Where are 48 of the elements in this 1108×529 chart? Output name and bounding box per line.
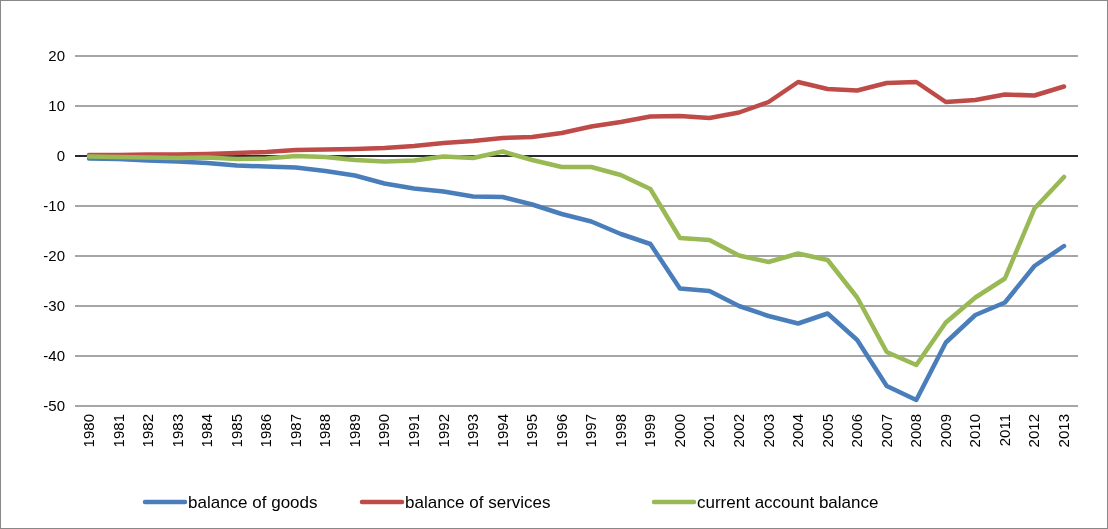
x-tick-label: 2001	[700, 414, 718, 448]
x-tick-label: 1983	[168, 414, 186, 448]
x-tick-label: 2012	[1025, 414, 1043, 448]
y-tick-label: -20	[43, 247, 65, 265]
x-tick-label: 2003	[759, 414, 777, 448]
x-tick-label: 1985	[227, 414, 245, 448]
y-tick-label: -40	[43, 347, 65, 365]
x-tick-label: 2004	[789, 414, 807, 448]
x-tick-label: 2011	[995, 414, 1013, 447]
x-tick-label: 2006	[848, 414, 866, 448]
y-tick-label: -10	[43, 197, 65, 215]
x-tick-label: 1982	[139, 414, 157, 448]
x-tick-label: 1986	[257, 414, 275, 448]
legend-label: current account balance	[697, 492, 879, 512]
x-tick-label: 1988	[316, 414, 334, 448]
line-series	[86, 149, 1067, 368]
line-series	[86, 79, 1067, 158]
x-tick-label: 1997	[582, 414, 600, 448]
x-tick-label: 1989	[345, 414, 363, 448]
x-tick-label: 1994	[493, 414, 511, 448]
x-tick-label: 2005	[818, 414, 836, 448]
x-tick-label: 1996	[552, 414, 570, 448]
x-tick-label: 1993	[464, 414, 482, 448]
x-tick-label: 2000	[670, 414, 688, 448]
x-tick-label: 1981	[109, 414, 127, 448]
x-tick-label: 1991	[405, 414, 422, 448]
x-tick-label: 1998	[611, 414, 629, 448]
x-tick-label: 1995	[523, 414, 541, 448]
y-tick-label: 0	[56, 147, 65, 165]
legend-label: balance of goods	[188, 492, 318, 512]
x-tick-label: 2002	[730, 414, 747, 448]
x-tick-label: 1999	[641, 414, 659, 448]
x-tick-label: 1990	[375, 414, 393, 448]
x-tick-label: 2009	[936, 414, 954, 448]
y-tick-label: -50	[43, 397, 65, 415]
line-series	[86, 156, 1067, 403]
x-tick-label: 2013	[1055, 414, 1072, 448]
y-tick-label: 20	[48, 47, 65, 65]
y-tick-label: -30	[43, 297, 65, 315]
x-tick-label: 1980	[80, 414, 97, 448]
x-tick-label: 1987	[286, 414, 304, 448]
y-tick-label: 10	[48, 97, 65, 115]
x-tick-label: 2007	[877, 414, 895, 448]
x-tick-label: 2008	[907, 414, 925, 448]
x-tick-label: 2010	[966, 414, 984, 448]
x-tick-label: 1992	[434, 414, 452, 448]
legend-label: balance of services	[405, 492, 551, 512]
x-tick-label: 1984	[198, 414, 216, 448]
